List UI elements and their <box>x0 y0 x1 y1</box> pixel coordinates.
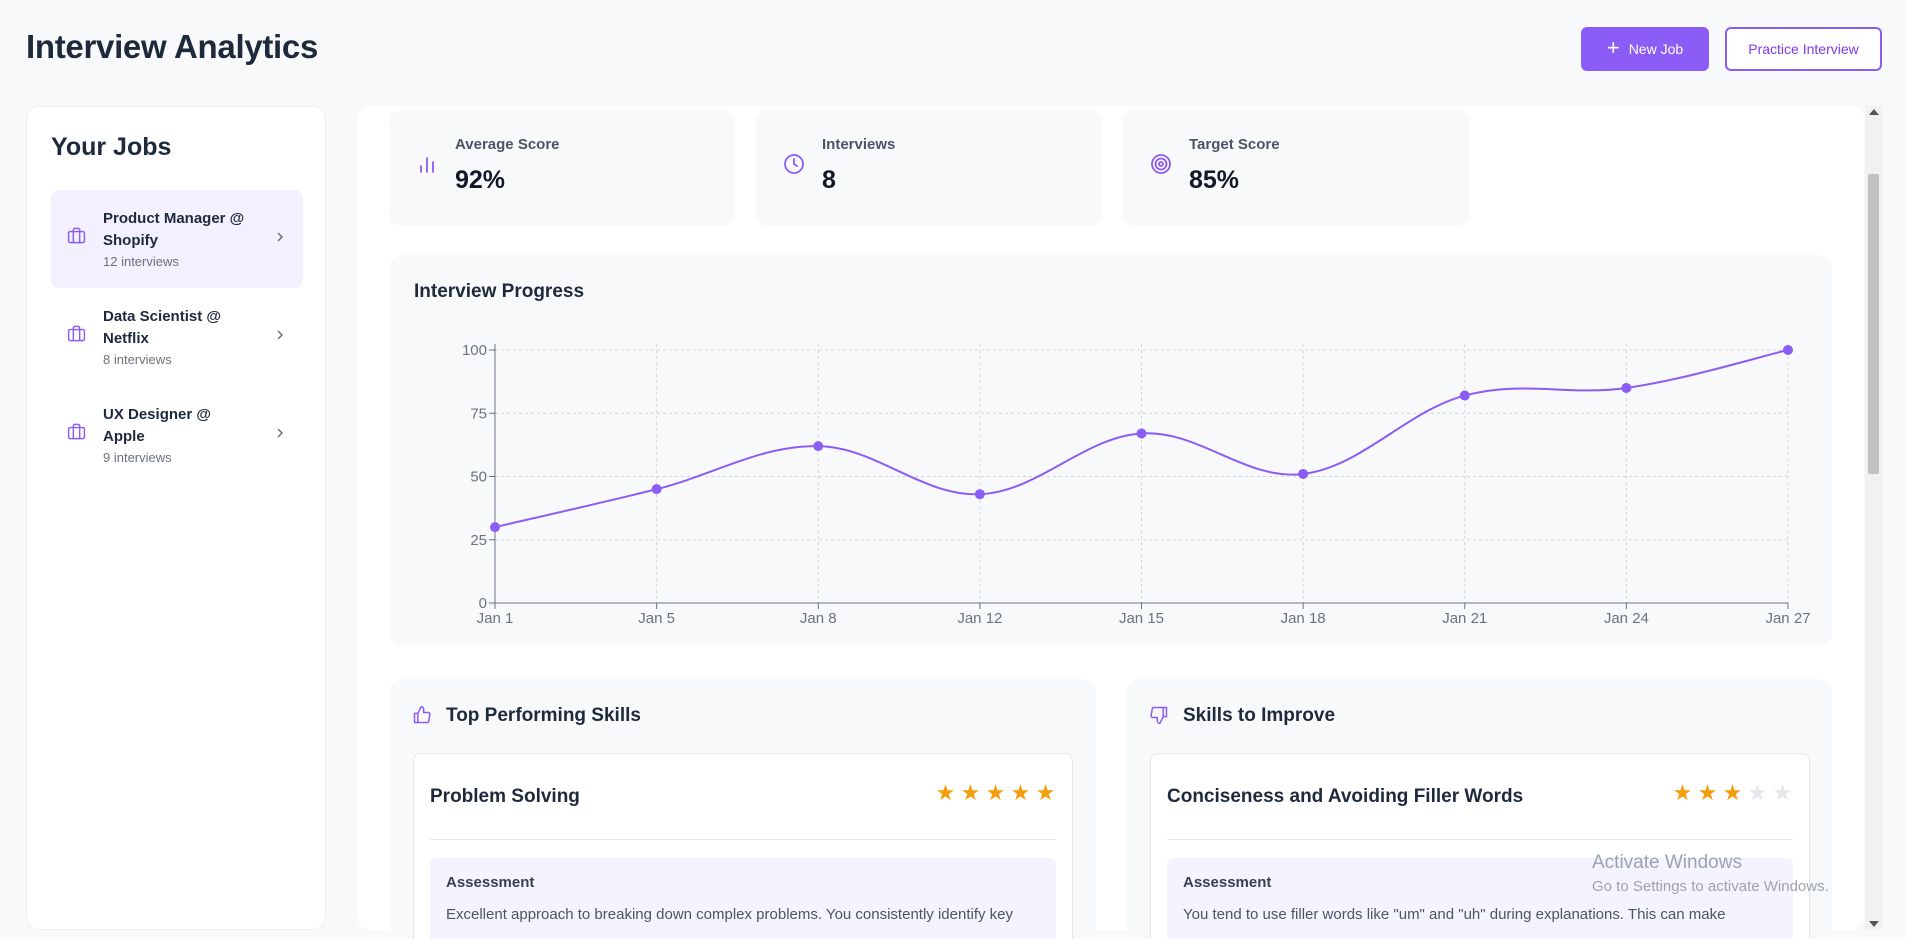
star-empty-icon: ★ <box>1772 780 1793 805</box>
top-skills-card: Top Performing Skills Problem Solving ★ … <box>390 679 1096 939</box>
watermark-subtitle: Go to Settings to activate Windows. <box>1592 878 1829 895</box>
scroll-down-arrow-icon[interactable] <box>1869 921 1879 927</box>
plus-icon: + <box>1606 35 1620 60</box>
stat-label: Average Score <box>455 136 560 153</box>
y-tick-label: 75 <box>470 405 487 422</box>
x-tick-label: Jan 1 <box>477 610 514 627</box>
data-point <box>1459 390 1470 401</box>
improve-skills-card: Skills to Improve Conciseness and Avoidi… <box>1127 679 1832 939</box>
data-point <box>490 522 500 533</box>
stat-card-interviews: Interviews 8 <box>756 110 1102 226</box>
job-title: Data Scientist @ Netflix <box>103 308 221 347</box>
star-icon: ★ <box>1697 780 1718 805</box>
star-icon: ★ <box>1722 780 1743 805</box>
x-tick-label: Jan 24 <box>1604 610 1649 627</box>
divider <box>1167 839 1793 840</box>
job-title: Product Manager @ Shopify <box>103 210 245 249</box>
y-tick-label: 0 <box>479 595 487 612</box>
skill-name: Problem Solving <box>430 786 580 807</box>
practice-interview-button[interactable]: Practice Interview <box>1725 27 1882 71</box>
interview-progress-card: Interview Progress 0 25 50 75 100 Jan 1 Jan 5 J… <box>390 255 1832 645</box>
stat-value: 85% <box>1189 166 1240 194</box>
stat-card-target-score: Target Score 85% <box>1123 110 1469 226</box>
assessment-label: Assessment <box>446 874 535 891</box>
stat-value: 8 <box>822 166 836 194</box>
activate-windows-watermark: Activate Windows Go to Settings to activ… <box>1592 852 1829 895</box>
skill-name: Conciseness and Avoiding Filler Words <box>1167 786 1524 807</box>
assessment-text: You tend to use filler words like "um" a… <box>1183 906 1726 923</box>
x-tick-label: Jan 15 <box>1119 610 1164 627</box>
chart-title: Interview Progress <box>414 281 585 302</box>
stat-label: Interviews <box>822 136 896 153</box>
thumbs-down-icon <box>1150 706 1168 725</box>
y-tick-label: 50 <box>470 469 487 486</box>
assessment-box: Assessment You tend to use filler words … <box>1167 858 1793 939</box>
y-tick-label: 25 <box>470 532 487 549</box>
divider <box>430 839 1056 840</box>
assessment-box: Assessment Excellent approach to breakin… <box>430 858 1056 939</box>
star-icon: ★ <box>1010 780 1031 805</box>
skill-item: Conciseness and Avoiding Filler Words ★ … <box>1150 753 1810 939</box>
x-tick-label: Jan 27 <box>1765 610 1810 627</box>
star-rating: ★ ★ ★ ★ ★ <box>1672 780 1793 806</box>
sidebar-item-ux-designer-apple[interactable]: UX Designer @ Apple 9 interviews <box>51 386 303 484</box>
job-title: UX Designer @ Apple <box>103 406 211 445</box>
bar-chart-icon <box>420 157 434 173</box>
x-tick-label: Jan 8 <box>800 610 837 627</box>
job-interview-count: 8 interviews <box>103 352 172 367</box>
star-rating: ★ ★ ★ ★ ★ <box>935 780 1056 806</box>
star-icon: ★ <box>960 780 981 805</box>
new-job-label: New Job <box>1628 41 1684 57</box>
y-tick-label: 100 <box>462 342 487 359</box>
data-point <box>1298 468 1309 479</box>
thumbs-up-icon <box>413 705 431 724</box>
data-point <box>1783 345 1793 355</box>
briefcase-icon <box>67 227 86 244</box>
job-interview-count: 9 interviews <box>103 450 172 465</box>
data-point <box>1621 382 1632 393</box>
page-title: Interview Analytics <box>26 28 319 65</box>
watermark-title: Activate Windows <box>1592 852 1742 873</box>
sidebar-item-product-manager-shopify[interactable]: Product Manager @ Shopify 12 interviews <box>51 190 303 288</box>
job-interview-count: 12 interviews <box>103 254 179 269</box>
assessment-label: Assessment <box>1183 874 1272 891</box>
chevron-right-icon <box>277 232 284 242</box>
interview-progress-chart: 0 25 50 75 100 Jan 1 Jan 5 Jan 8 Jan 12 Jan 15 Jan… <box>462 342 1811 627</box>
x-tick-label: Jan 12 <box>957 610 1002 627</box>
jobs-sidebar: Your Jobs Product Manager @ Shopify 12 i… <box>26 106 326 930</box>
x-tick-label: Jan 5 <box>638 610 675 627</box>
data-point <box>974 489 985 500</box>
star-empty-icon: ★ <box>1747 780 1768 805</box>
stat-card-average-score: Average Score 92% <box>389 110 735 226</box>
top-skills-heading: Top Performing Skills <box>446 705 641 726</box>
clock-icon <box>784 154 804 174</box>
briefcase-icon <box>67 325 86 342</box>
improve-skills-heading: Skills to Improve <box>1183 705 1336 726</box>
star-icon: ★ <box>1035 780 1056 805</box>
sidebar-title: Your Jobs <box>51 133 172 161</box>
chevron-right-icon <box>277 428 284 438</box>
x-tick-label: Jan 21 <box>1442 610 1487 627</box>
x-tick-label: Jan 18 <box>1281 610 1326 627</box>
new-job-button[interactable]: + New Job <box>1581 27 1709 71</box>
target-icon <box>1151 154 1171 174</box>
stat-label: Target Score <box>1189 136 1280 153</box>
stat-value: 92% <box>455 166 506 194</box>
briefcase-icon <box>67 423 86 440</box>
main-scrollbar[interactable] <box>1865 106 1882 930</box>
data-point <box>1136 428 1147 439</box>
assessment-text: Excellent approach to breaking down comp… <box>446 906 1013 923</box>
star-icon: ★ <box>1672 780 1693 805</box>
chevron-right-icon <box>277 330 284 340</box>
star-icon: ★ <box>935 780 956 805</box>
sidebar-item-data-scientist-netflix[interactable]: Data Scientist @ Netflix 8 interviews <box>51 288 303 386</box>
skill-item: Problem Solving ★ ★ ★ ★ ★ Assessment Exc… <box>413 753 1073 939</box>
data-point <box>651 484 662 495</box>
scroll-up-arrow-icon[interactable] <box>1869 109 1879 115</box>
star-icon: ★ <box>985 780 1006 805</box>
scrollbar-thumb[interactable] <box>1868 174 1879 474</box>
data-point <box>813 441 824 452</box>
